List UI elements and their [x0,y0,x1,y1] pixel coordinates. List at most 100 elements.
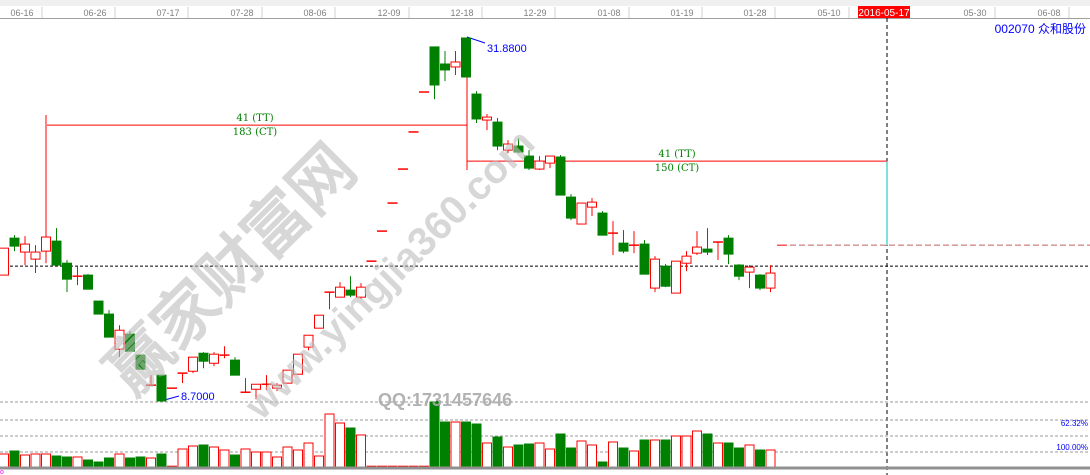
volume-bar [513,444,524,468]
volume-bar [219,449,230,468]
candle-body [9,237,20,247]
candle-body [303,334,314,348]
volume-bar [314,455,324,468]
candle-body [93,300,104,315]
candle-body [524,155,534,169]
volume-bar [135,456,146,468]
volume-bar [639,439,650,468]
volume-bar [9,450,20,468]
candle-body [450,61,461,68]
low-marker-label: 8.7000 [181,391,215,403]
volume-bar [198,444,209,468]
volume-bar [356,434,366,468]
volume-bar [755,449,765,468]
candle-body [429,46,440,86]
volume-bar [713,442,723,468]
date-axis: 06-16 06-26 07-17 07-28 08-06 12-09 12-18 12-29… [10,7,1070,18]
candle-body [293,353,303,375]
candle-body [125,333,135,352]
date-tick-label: 01-28 [743,8,766,18]
date-tick-label: 06-26 [83,8,106,18]
candle-body [534,160,545,170]
candle-body [335,286,345,298]
high-marker-label: 31.8800 [487,43,527,55]
stock-title: 002070 众和股份 [995,22,1086,36]
candle-body [83,274,93,290]
candle-body [0,247,9,276]
date-tick-label: 12-18 [450,8,473,18]
volume-bar [440,421,450,468]
volume-bar [93,461,104,468]
date-tick-label: 08-06 [303,8,326,18]
cycle-ct-label: 183 (CT) [233,127,277,138]
candle-body [545,155,555,164]
candle-body [702,248,713,253]
volume-level-label: 62.32% [1061,419,1088,428]
candle-body [482,116,492,121]
candle-body [51,240,62,266]
indicator-marker: o [0,469,4,475]
candle-body [282,369,293,384]
candle-body [104,313,114,338]
cycle-ct-label: 150 (CT) [655,163,699,174]
date-tick-label: 01-08 [597,8,620,18]
volume-bar [272,456,282,468]
volume-bar [671,435,681,468]
volume-bar [104,457,114,468]
volume-bar [534,442,545,468]
candle-body [156,374,167,402]
candle-body [251,383,261,390]
candle-body [314,314,324,329]
cycle-tt-label: 41 (TT) [658,149,695,160]
volume-bar [503,446,513,468]
volume-bar [240,448,251,468]
volume-bar [335,422,345,468]
date-tick-label: 06-16 [10,8,33,18]
candle-body [30,251,41,260]
stock-name: 众和股份 [1038,22,1086,36]
volume-bar [51,455,62,468]
volume-bar [30,453,41,468]
volume-bar [723,442,734,468]
candle-body [503,143,513,151]
candle-body [660,265,671,287]
cursor-date-box [858,6,910,18]
candle-body [513,145,524,153]
volume-bar [125,457,135,468]
candle-body [744,266,755,273]
volume-bar [608,441,618,468]
candle-body [471,93,482,120]
volume-bar [471,423,482,468]
candle-body [440,63,450,71]
candle-body [723,237,734,255]
volume-bar [555,433,566,468]
candle-body [492,121,503,147]
candle-body [356,286,366,298]
volume-bar [587,444,597,468]
date-tick-label: 12-09 [377,8,400,18]
volume-bar [20,454,30,468]
volume-bar [188,445,198,468]
volume-bar [146,457,156,468]
date-tick-label: 12-29 [523,8,546,18]
candle-body [650,258,660,289]
volume-bar [734,447,744,468]
candle-body [114,329,125,350]
candle-body [639,243,650,275]
candle-body [345,289,356,296]
candles [0,37,776,402]
candle-body [765,272,776,289]
volume-bar [0,453,9,468]
date-tick-label: 01-19 [670,8,693,18]
candle-body [734,264,744,277]
volume-bar [429,401,440,468]
volume-bar [114,453,125,468]
volume-bar [482,442,492,468]
volume-bar [83,459,93,468]
volume-bar [492,436,503,468]
volume-bar [261,451,272,468]
volume-bar [450,421,461,468]
volume-level-label: 100.00% [1056,443,1088,452]
candle-body [272,384,282,389]
